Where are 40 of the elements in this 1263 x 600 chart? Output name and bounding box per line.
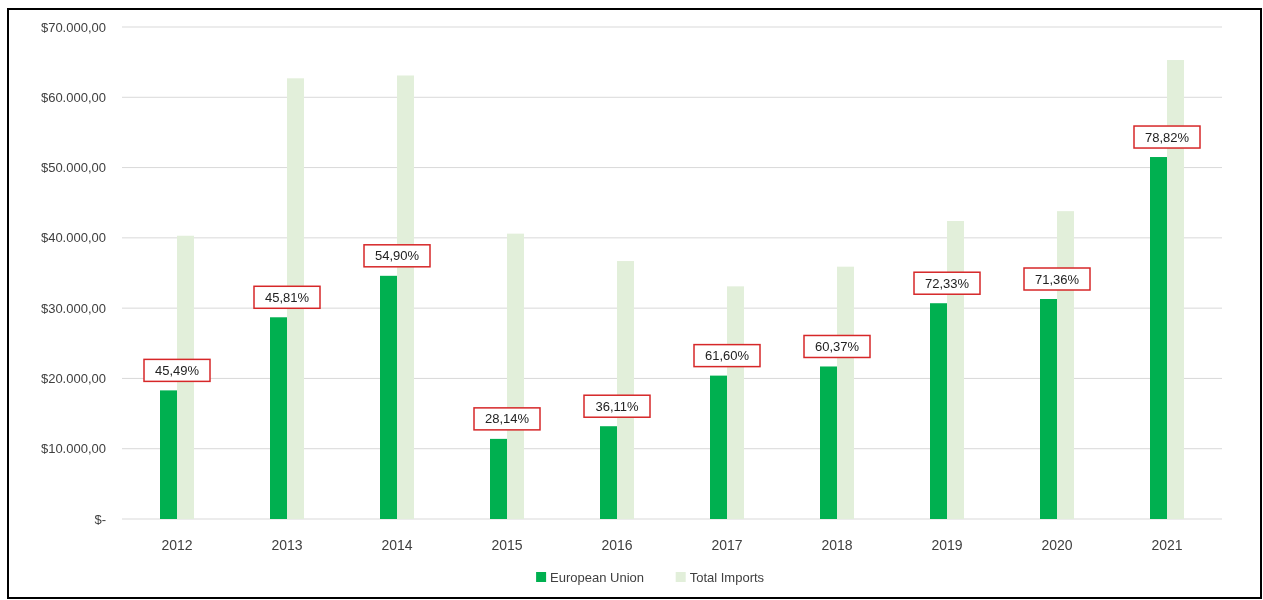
x-tick-label: 2017 [711,536,743,553]
x-tick-label: 2014 [381,536,413,553]
x-tick-label: 2020 [1041,536,1073,553]
annotation: 72,33% [924,275,970,291]
bar [710,375,727,519]
x-tick-label: 2013 [271,536,303,553]
y-tick-label: $10.000,00 [40,441,106,457]
x-tick-label: 2015 [491,536,523,553]
bar [930,303,947,519]
bar [490,438,507,519]
y-tick-label: $20.000,00 [40,370,106,386]
annotation: 54,90% [374,248,420,264]
annotation: 71,36% [1034,271,1080,287]
annotation: 61,60% [704,348,750,364]
bar [270,317,287,519]
y-tick-label: $30.000,00 [40,300,106,316]
bar [820,366,837,519]
annotation: 36,11% [595,398,639,414]
x-tick-label: 2018 [821,536,853,553]
annotation: 78,82% [1144,129,1190,145]
x-tick-label: 2019 [931,536,963,553]
y-tick-label: $60.000,00 [40,89,106,105]
x-tick-label: 2016 [601,536,633,553]
x-tick-label: 2012 [161,536,193,553]
y-tick-label: $50.000,00 [40,160,106,176]
x-tick-label: 2021 [1151,536,1183,553]
bar [1040,299,1057,519]
annotation: 28,14% [484,411,530,427]
y-tick-label: $70.000,00 [40,19,106,35]
annotation: 45,49% [154,362,200,378]
bar [380,275,397,519]
legend-label: Total Imports [689,569,765,585]
bar [600,426,617,519]
annotation: 60,37% [814,339,860,355]
bar [1150,157,1167,519]
annotation: 45,81% [264,289,310,305]
y-tick-label: $40.000,00 [40,230,106,246]
legend-label: European Union [550,569,645,585]
y-tick-label: $- [94,511,106,527]
bar [160,390,177,519]
